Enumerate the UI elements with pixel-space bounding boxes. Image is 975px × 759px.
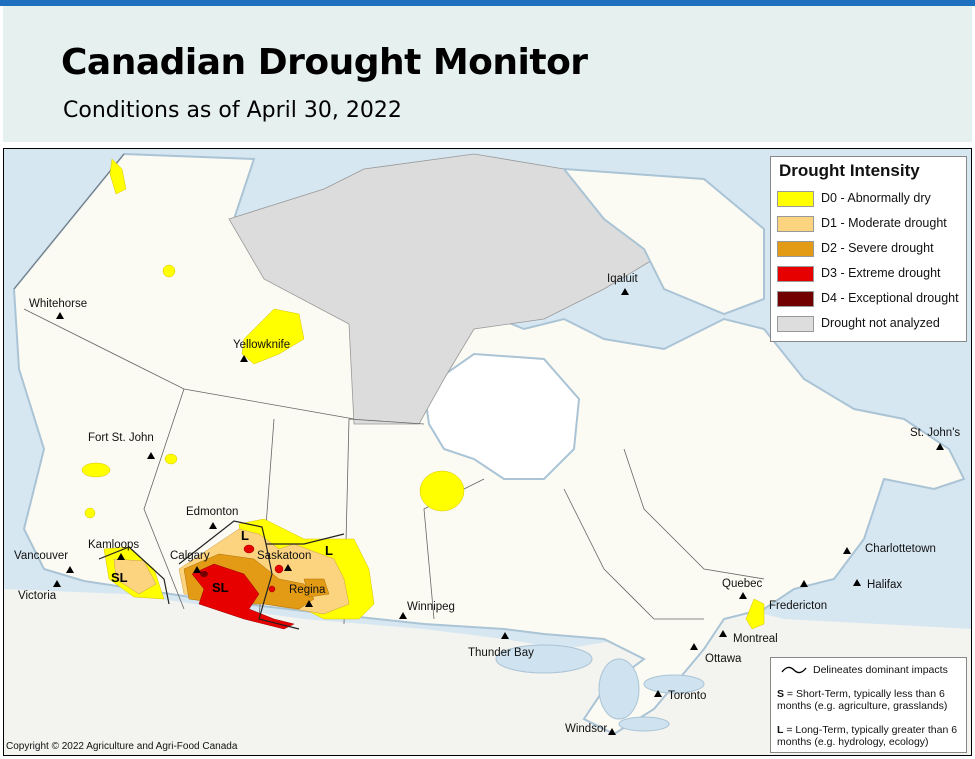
city-label-calgary: Calgary: [170, 550, 210, 562]
legend-swatch-d3: [777, 266, 814, 282]
impacts-legend: Delineates dominant impacts S = Short-Te…: [770, 657, 967, 753]
legend-label-d2: D2 - Severe drought: [821, 241, 934, 255]
city-marker-thunder-bay: [501, 632, 509, 639]
usa-land: [4, 589, 971, 755]
legend-label-d4: D4 - Exceptional drought: [821, 291, 959, 305]
impacts-long-term: L = Long-Term, typically greater than 6 …: [777, 724, 963, 748]
city-marker-st-johns: [936, 443, 944, 450]
city-marker-toronto: [654, 690, 662, 697]
city-label-edmonton: Edmonton: [186, 506, 239, 518]
city-marker-vancouver: [66, 566, 74, 573]
city-label-regina: Regina: [289, 584, 326, 596]
city-marker-whitehorse: [56, 312, 64, 319]
legend-item-d1: D1 - Moderate drought: [777, 214, 965, 234]
legend-item-d3: D3 - Extreme drought: [777, 264, 965, 284]
legend-label-not-analyzed: Drought not analyzed: [821, 316, 940, 330]
city-label-yellowknife: Yellowknife: [233, 339, 291, 351]
page-title: Canadian Drought Monitor: [61, 42, 588, 83]
long-term-text: = Long-Term, typically greater than 6 mo…: [777, 724, 958, 748]
city-marker-saskatoon: [284, 564, 292, 571]
d3-areas: [191, 544, 295, 630]
not-analyzed-region: [228, 153, 665, 425]
city-label-quebec: Quebec: [722, 578, 763, 590]
legend-swatch-d1: [777, 216, 814, 232]
impact-label-sl-bc: SL: [111, 570, 128, 585]
city-label-saskatoon: Saskatoon: [257, 550, 312, 562]
city-label-montreal: Montreal: [733, 633, 778, 645]
legend-item-not-analyzed: Drought not analyzed: [777, 314, 965, 334]
impacts-short-term: S = Short-Term, typically less than 6 mo…: [777, 688, 963, 712]
city-marker-edmonton: [209, 522, 217, 529]
city-label-charlottetown: Charlottetown: [865, 543, 936, 555]
city-label-st-johns: St. John's: [910, 427, 961, 439]
legend-swatch-d4: [777, 291, 814, 307]
top-accent-bar: [0, 0, 975, 6]
city-label-thunder-bay: Thunder Bay: [468, 647, 534, 659]
city-label-windsor: Windsor: [565, 723, 608, 735]
short-term-text: = Short-Term, typically less than 6 mont…: [777, 688, 948, 712]
copyright-notice: Copyright © 2022 Agriculture and Agri-Fo…: [6, 741, 238, 752]
legend-swatch-d0: [777, 191, 814, 207]
great-lakes: [495, 644, 705, 732]
city-label-fort-st-john: Fort St. John: [88, 432, 154, 444]
header-panel: Canadian Drought Monitor Conditions as o…: [3, 6, 972, 142]
city-label-winnipeg: Winnipeg: [407, 601, 455, 613]
legend-item-d0: D0 - Abnormally dry: [777, 189, 965, 209]
city-marker-halifax: [853, 579, 861, 586]
city-label-halifax: Halifax: [867, 579, 903, 591]
legend-title: Drought Intensity: [779, 161, 920, 180]
city-marker-calgary: [193, 566, 201, 573]
city-label-toronto: Toronto: [668, 690, 707, 702]
city-label-kamloops: Kamloops: [88, 539, 140, 551]
city-marker-montreal: [719, 630, 727, 637]
city-marker-charlottetown: [843, 547, 851, 554]
city-marker-winnipeg: [399, 612, 407, 619]
city-marker-fredericton: [800, 580, 808, 587]
long-term-letter: L: [777, 724, 784, 736]
short-term-letter: S: [777, 688, 785, 700]
impact-label-l-saskatchewan: L: [325, 543, 333, 558]
legend-item-d4: D4 - Exceptional drought: [777, 289, 965, 309]
wavy-line-icon: [781, 666, 807, 674]
city-marker-regina: [305, 600, 313, 607]
city-marker-iqaluit: [621, 288, 629, 295]
legend-label-d3: D3 - Extreme drought: [821, 266, 941, 280]
city-marker-windsor: [608, 728, 616, 735]
drought-map[interactable]: [3, 148, 972, 756]
city-marker-kamloops: [117, 553, 125, 560]
city-marker-fort-st-john: [147, 452, 155, 459]
city-label-iqaluit: Iqaluit: [607, 273, 638, 285]
impact-label-l-alberta: L: [241, 528, 249, 543]
legend-swatch-not-analyzed: [777, 316, 814, 332]
legend-label-d1: D1 - Moderate drought: [821, 216, 947, 230]
city-marker-quebec: [739, 592, 747, 599]
baffin-island: [561, 167, 765, 316]
city-marker-victoria: [53, 580, 61, 587]
map-canvas: [4, 149, 971, 755]
city-label-fredericton: Fredericton: [769, 600, 828, 612]
impact-label-sl-alberta: SL: [212, 580, 229, 595]
hudson-bay: [422, 352, 581, 480]
impacts-line-label: Delineates dominant impacts: [813, 664, 948, 676]
impact-delineation-lines: [98, 520, 345, 630]
page-subtitle: Conditions as of April 30, 2022: [63, 98, 402, 123]
city-marker-ottawa: [690, 643, 698, 650]
d4-areas: [200, 571, 208, 577]
legend-label-d0: D0 - Abnormally dry: [821, 191, 931, 205]
city-label-victoria: Victoria: [18, 590, 57, 602]
legend-swatch-d2: [777, 241, 814, 257]
legend-item-d2: D2 - Severe drought: [777, 239, 965, 259]
city-marker-yellowknife: [240, 355, 248, 362]
drought-intensity-legend: Drought Intensity D0 - Abnormally dry D1…: [770, 156, 967, 342]
city-label-whitehorse: Whitehorse: [29, 298, 88, 310]
city-label-ottawa: Ottawa: [705, 653, 742, 665]
city-label-vancouver: Vancouver: [14, 550, 69, 562]
